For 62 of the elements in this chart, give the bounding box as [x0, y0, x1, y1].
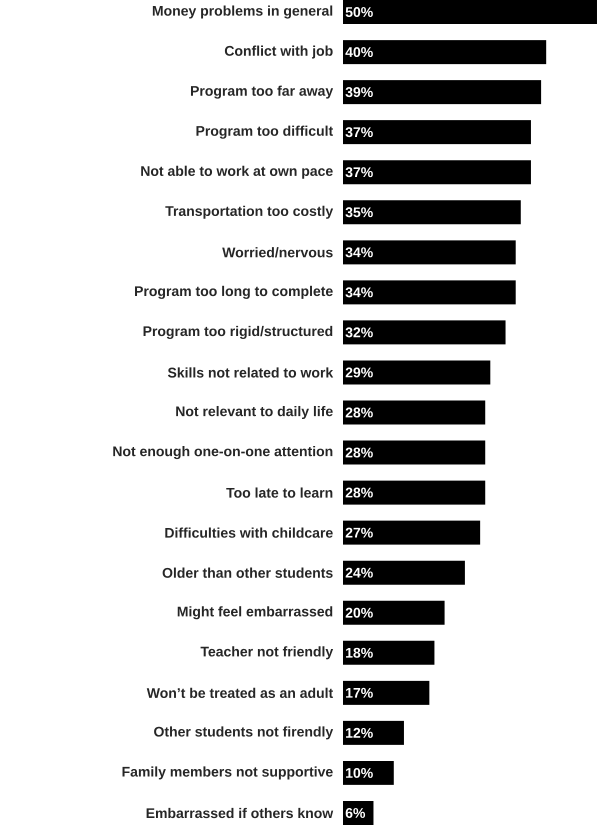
data-label: 17% — [346, 688, 373, 698]
y-tick-label: Teacher not friendly — [200, 646, 334, 660]
data-label: 28% — [346, 488, 373, 498]
data-label: 35% — [346, 207, 373, 218]
y-tick-label: Transportation too costly — [165, 206, 334, 219]
data-label: 34% — [346, 247, 373, 258]
bar — [342, 560, 465, 585]
bar — [342, 400, 486, 425]
y-tick-label: Difficulties with childcare — [165, 528, 333, 538]
y-tick-label: Family members not supportive — [122, 766, 333, 780]
y-tick-label: Program too rigid/structured — [144, 326, 332, 339]
bar — [342, 600, 445, 625]
y-tick-label: Embarrassed if others know — [146, 808, 334, 818]
bar — [342, 0, 597, 24]
bar — [342, 240, 516, 264]
bar — [342, 720, 404, 745]
bar — [342, 160, 531, 184]
data-label: 28% — [346, 408, 373, 418]
bar — [342, 320, 506, 344]
data-label: 34% — [346, 287, 373, 298]
data-label: 10% — [346, 768, 373, 778]
data-label: 32% — [346, 327, 373, 338]
bar — [342, 760, 394, 785]
y-tick-label: Money problems in general — [152, 5, 332, 19]
y-tick-label: Worried/nervous — [222, 247, 333, 258]
y-tick-label: Skills not related to work — [168, 367, 334, 378]
y-tick-label: Program too difficult — [196, 126, 334, 139]
data-label: 29% — [346, 367, 373, 378]
bar — [342, 520, 480, 545]
data-label: 50% — [346, 7, 373, 17]
bar — [342, 280, 516, 304]
y-tick-label: Not able to work at own pace — [141, 166, 333, 179]
y-tick-label: Not relevant to daily life — [176, 406, 333, 420]
bar — [342, 640, 434, 665]
data-label: 20% — [346, 608, 373, 618]
bar — [342, 680, 430, 705]
bar — [342, 480, 486, 505]
data-label: 6% — [346, 808, 366, 818]
y-tick-label: Older than other students — [162, 568, 333, 578]
data-label: 28% — [346, 448, 373, 458]
data-label: 27% — [346, 528, 373, 538]
bar — [342, 120, 531, 144]
y-tick-label: Program too far away — [190, 86, 334, 99]
data-label: 40% — [345, 47, 373, 58]
y-tick-label: Not enough one-on-one attention — [113, 446, 332, 460]
bar — [342, 440, 486, 465]
data-label: 37% — [346, 127, 373, 138]
data-label: 12% — [346, 728, 373, 738]
bar — [342, 360, 490, 384]
y-tick-label: Program too long to complete — [135, 286, 333, 299]
data-label: 37% — [346, 167, 373, 178]
bar — [342, 80, 542, 104]
data-label: 39% — [346, 87, 373, 98]
bar — [342, 200, 521, 224]
y-tick-label: Too late to learn — [226, 487, 332, 498]
data-label: 18% — [346, 648, 373, 658]
y-tick-label: Other students not firendly — [154, 726, 334, 740]
bar — [342, 40, 546, 64]
y-tick-label: Might feel embarrassed — [178, 606, 332, 620]
y-tick-label: Won’t be treated as an adult — [146, 688, 334, 698]
data-label: 24% — [346, 568, 373, 578]
y-tick-label: Conflict with job — [224, 46, 333, 59]
